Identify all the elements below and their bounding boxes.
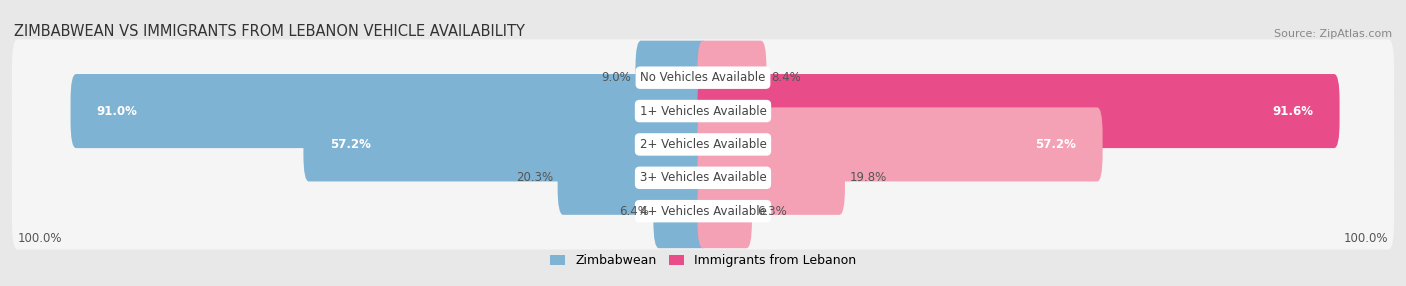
Text: 19.8%: 19.8% xyxy=(849,171,887,184)
Text: 100.0%: 100.0% xyxy=(17,232,62,245)
FancyBboxPatch shape xyxy=(697,41,766,115)
FancyBboxPatch shape xyxy=(13,39,1393,116)
Text: 9.0%: 9.0% xyxy=(600,71,631,84)
Text: 57.2%: 57.2% xyxy=(329,138,370,151)
Text: ZIMBABWEAN VS IMMIGRANTS FROM LEBANON VEHICLE AVAILABILITY: ZIMBABWEAN VS IMMIGRANTS FROM LEBANON VE… xyxy=(14,24,524,39)
FancyBboxPatch shape xyxy=(13,106,1393,183)
Text: 2+ Vehicles Available: 2+ Vehicles Available xyxy=(640,138,766,151)
Text: 4+ Vehicles Available: 4+ Vehicles Available xyxy=(640,205,766,218)
Text: 8.4%: 8.4% xyxy=(772,71,801,84)
Legend: Zimbabwean, Immigrants from Lebanon: Zimbabwean, Immigrants from Lebanon xyxy=(546,249,860,272)
FancyBboxPatch shape xyxy=(13,140,1393,216)
FancyBboxPatch shape xyxy=(13,173,1393,249)
Text: 3+ Vehicles Available: 3+ Vehicles Available xyxy=(640,171,766,184)
Text: 20.3%: 20.3% xyxy=(516,171,553,184)
Text: 6.3%: 6.3% xyxy=(756,205,786,218)
Text: 6.4%: 6.4% xyxy=(619,205,648,218)
FancyBboxPatch shape xyxy=(304,108,709,182)
Text: 91.0%: 91.0% xyxy=(97,105,138,118)
FancyBboxPatch shape xyxy=(697,174,752,248)
FancyBboxPatch shape xyxy=(70,74,709,148)
Text: 91.6%: 91.6% xyxy=(1272,105,1313,118)
Text: 57.2%: 57.2% xyxy=(1036,138,1077,151)
Text: 100.0%: 100.0% xyxy=(1344,232,1389,245)
FancyBboxPatch shape xyxy=(697,108,1102,182)
FancyBboxPatch shape xyxy=(697,74,1340,148)
FancyBboxPatch shape xyxy=(636,41,709,115)
Text: 1+ Vehicles Available: 1+ Vehicles Available xyxy=(640,105,766,118)
FancyBboxPatch shape xyxy=(697,141,845,215)
FancyBboxPatch shape xyxy=(13,73,1393,149)
Text: Source: ZipAtlas.com: Source: ZipAtlas.com xyxy=(1274,29,1392,39)
Text: No Vehicles Available: No Vehicles Available xyxy=(640,71,766,84)
FancyBboxPatch shape xyxy=(558,141,709,215)
FancyBboxPatch shape xyxy=(654,174,709,248)
